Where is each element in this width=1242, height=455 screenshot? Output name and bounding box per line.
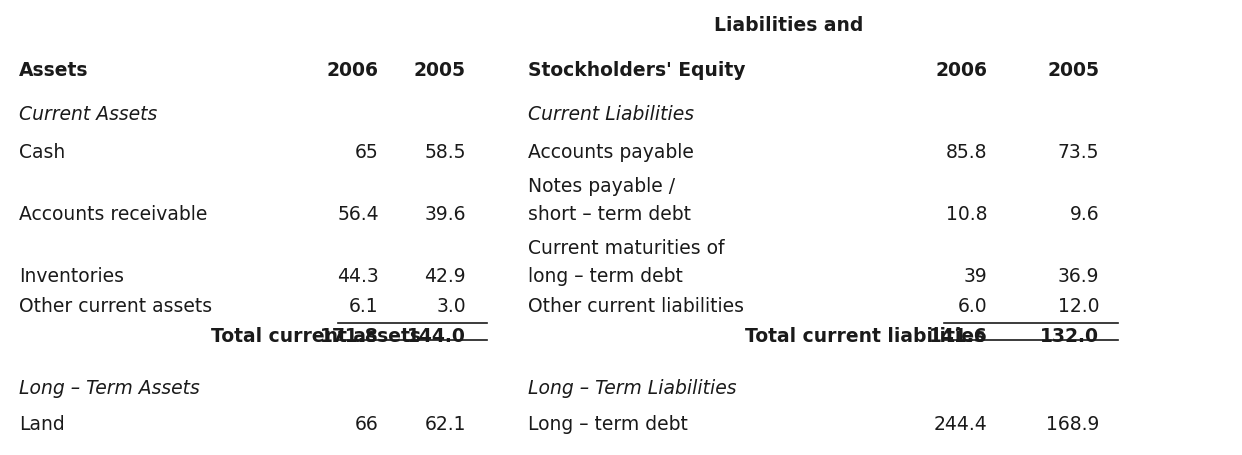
Text: Notes payable /: Notes payable / [528,177,674,196]
Text: Current maturities of: Current maturities of [528,238,724,258]
Text: 168.9: 168.9 [1046,414,1099,433]
Text: Stockholders' Equity: Stockholders' Equity [528,61,745,80]
Text: Accounts receivable: Accounts receivable [19,204,207,223]
Text: Cash: Cash [19,143,65,162]
Text: 2006: 2006 [935,61,987,80]
Text: 6.0: 6.0 [958,296,987,315]
Text: Current Assets: Current Assets [19,104,156,123]
Text: 39: 39 [964,267,987,286]
Text: 73.5: 73.5 [1058,143,1099,162]
Text: Other current assets: Other current assets [19,296,211,315]
Text: Assets: Assets [19,61,88,80]
Text: Inventories: Inventories [19,267,124,286]
Text: Total current liabilities: Total current liabilities [745,326,985,345]
Text: 42.9: 42.9 [424,267,466,286]
Text: 65: 65 [355,143,379,162]
Text: 66: 66 [355,414,379,433]
Text: Other current liabilities: Other current liabilities [528,296,744,315]
Text: Total current assets: Total current assets [211,326,421,345]
Text: Long – Term Liabilities: Long – Term Liabilities [528,378,737,397]
Text: 2006: 2006 [327,61,379,80]
Text: 141.6: 141.6 [929,326,987,345]
Text: 58.5: 58.5 [425,143,466,162]
Text: 132.0: 132.0 [1040,326,1099,345]
Text: Long – term debt: Long – term debt [528,414,688,433]
Text: 85.8: 85.8 [946,143,987,162]
Text: Long – Term Assets: Long – Term Assets [19,378,200,397]
Text: 9.6: 9.6 [1069,204,1099,223]
Text: 39.6: 39.6 [425,204,466,223]
Text: Liabilities and: Liabilities and [714,15,863,35]
Text: 244.4: 244.4 [934,414,987,433]
Text: long – term debt: long – term debt [528,267,683,286]
Text: 10.8: 10.8 [946,204,987,223]
Text: 2005: 2005 [1047,61,1099,80]
Text: Accounts payable: Accounts payable [528,143,694,162]
Text: 2005: 2005 [414,61,466,80]
Text: 171.8: 171.8 [320,326,379,345]
Text: Current Liabilities: Current Liabilities [528,104,694,123]
Text: 6.1: 6.1 [349,296,379,315]
Text: 62.1: 62.1 [425,414,466,433]
Text: 36.9: 36.9 [1058,267,1099,286]
Text: 12.0: 12.0 [1058,296,1099,315]
Text: 44.3: 44.3 [337,267,379,286]
Text: Land: Land [19,414,65,433]
Text: 144.0: 144.0 [407,326,466,345]
Text: 56.4: 56.4 [337,204,379,223]
Text: 3.0: 3.0 [436,296,466,315]
Text: short – term debt: short – term debt [528,204,691,223]
